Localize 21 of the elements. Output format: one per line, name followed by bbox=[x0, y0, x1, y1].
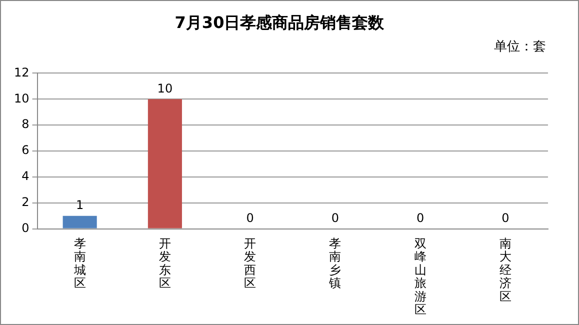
y-tick-label: 2 bbox=[22, 194, 30, 209]
data-label: 1 bbox=[76, 198, 84, 212]
x-tick-label: 开发东区 bbox=[158, 236, 171, 290]
x-tick-label: 孝南城区 bbox=[72, 236, 86, 290]
x-tick-label: 双峰山旅游区 bbox=[414, 236, 426, 317]
data-label: 0 bbox=[331, 210, 340, 225]
y-tick-label: 4 bbox=[22, 169, 30, 184]
y-tick-label: 6 bbox=[22, 143, 30, 158]
y-tick-label: 12 bbox=[14, 65, 30, 80]
text: 单位：套 bbox=[494, 39, 546, 54]
data-label: 10 bbox=[157, 81, 173, 96]
x-tick-label: 孝南乡镇 bbox=[328, 236, 342, 290]
data-label: 0 bbox=[502, 210, 510, 225]
y-tick-label: 8 bbox=[22, 117, 30, 132]
y-tick-label: 0 bbox=[22, 220, 30, 235]
x-tick-label: 开发西区 bbox=[244, 236, 256, 290]
x-tick-label: 南大经济区 bbox=[499, 236, 512, 304]
data-label: 0 bbox=[416, 210, 424, 225]
chart-title: 7月30日孝感商品房销售套数 bbox=[174, 12, 386, 32]
data-label: 0 bbox=[246, 210, 254, 225]
y-tick-label: 10 bbox=[14, 91, 30, 106]
